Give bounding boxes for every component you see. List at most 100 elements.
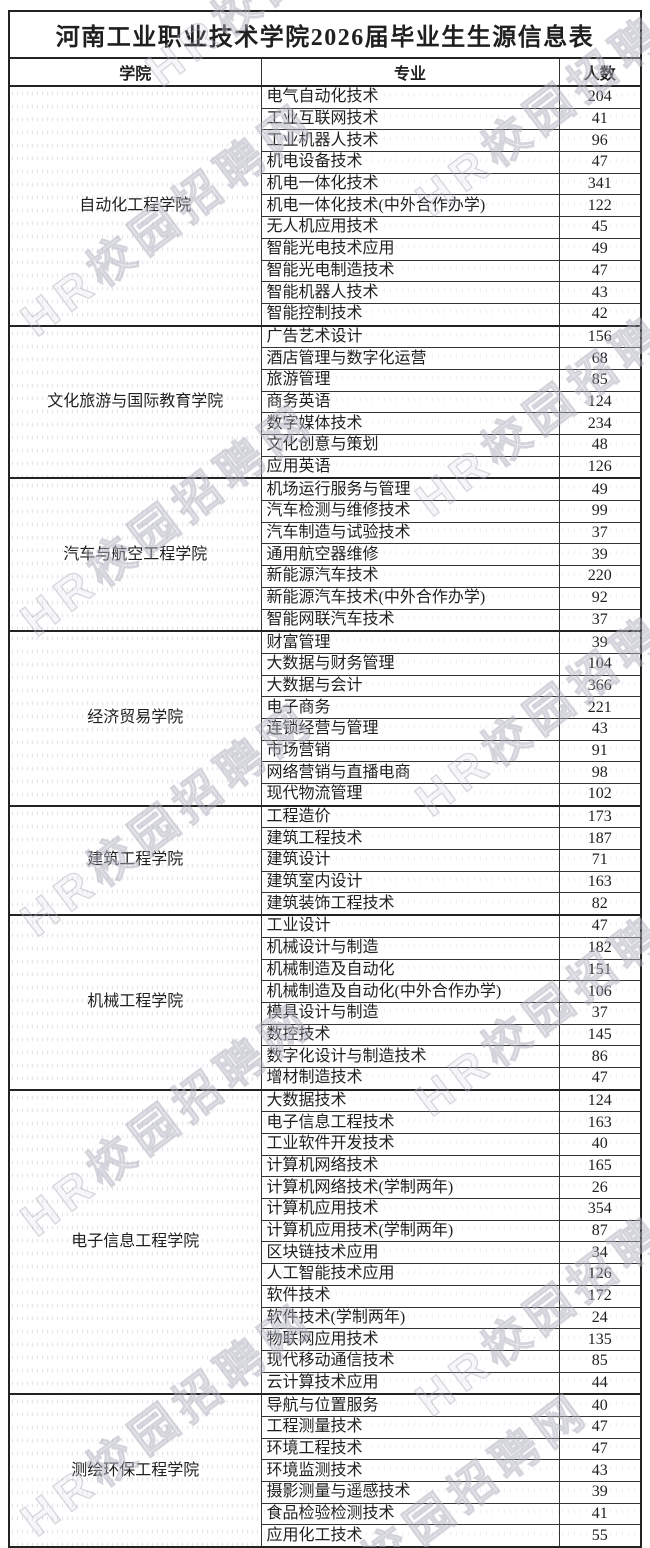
column-header-count: 人数	[558, 57, 642, 87]
major-cell: 计算机应用技术	[260, 1198, 560, 1221]
count-cell: 42	[558, 302, 642, 327]
table-row: 文化旅游与国际教育学院 广告艺术设计 156	[8, 324, 642, 479]
major-cell: 机械制造及自动化(中外合作办学)	[260, 980, 560, 1003]
major-cell: 无人机应用技术	[260, 216, 560, 239]
count-cell: 55	[558, 1524, 642, 1548]
count-cell: 37	[558, 608, 642, 632]
table-row: 环境工程技术 47	[9, 1437, 642, 1461]
major-cell: 增材制造技术	[260, 1066, 560, 1091]
major-cell: 连锁经营与管理	[260, 717, 560, 741]
table-row: 建筑工程学院 工程造价 173	[8, 804, 642, 916]
major-cell: 人工智能技术应用	[260, 1263, 560, 1286]
major-cell: 区块链技术应用	[260, 1241, 560, 1265]
count-cell: 96	[558, 129, 642, 153]
count-cell: 182	[558, 936, 642, 960]
count-cell: 99	[558, 500, 642, 523]
count-cell: 26	[558, 1176, 642, 1200]
table-row: 智能光电制造技术 47	[9, 259, 642, 283]
count-cell: 91	[558, 739, 642, 763]
major-cell: 大数据与会计	[260, 674, 560, 698]
table-row: 新能源汽车技术(中外合作办学) 92	[9, 586, 642, 610]
count-cell: 341	[558, 172, 642, 196]
table-row: 计算机应用技术(学制两年) 87	[9, 1219, 642, 1243]
count-cell: 135	[558, 1328, 642, 1351]
major-cell: 应用化工技术	[260, 1524, 560, 1548]
major-cell: 智能网联汽车技术	[260, 608, 560, 632]
count-cell: 122	[558, 194, 642, 218]
count-cell: 47	[558, 1437, 642, 1461]
major-cell: 机电一体化技术	[260, 172, 560, 196]
major-cell: 应用英语	[260, 455, 560, 479]
major-cell: 电子商务	[260, 696, 560, 719]
major-cell: 汽车检测与维修技术	[260, 500, 560, 523]
count-cell: 41	[558, 1502, 642, 1526]
major-cell: 计算机网络技术	[260, 1154, 560, 1178]
count-cell: 92	[558, 586, 642, 610]
count-cell: 156	[558, 324, 642, 349]
column-header-major: 专业	[260, 57, 560, 87]
count-cell: 41	[558, 107, 642, 131]
major-cell: 工业设计	[260, 914, 560, 938]
count-cell: 39	[558, 1481, 642, 1504]
major-cell: 软件技术	[260, 1284, 560, 1308]
count-cell: 45	[558, 216, 642, 239]
count-cell: 47	[558, 259, 642, 283]
table-row: 测绘环保工程学院 导航与位置服务 40	[8, 1393, 642, 1548]
count-cell: 106	[558, 980, 642, 1003]
table-row: 物联网应用技术 135	[9, 1328, 642, 1351]
college-cell: 电子信息工程学院	[8, 1088, 262, 1395]
table-row: 机械制造及自动化 151	[9, 958, 642, 982]
college-cell: 自动化工程学院	[8, 85, 262, 327]
count-cell: 71	[558, 849, 642, 872]
table-row: 区块链技术应用 34	[9, 1241, 642, 1265]
table-row: 智能机器人技术 43	[9, 281, 642, 304]
table-row: 网络营销与直播电商 98	[9, 761, 642, 784]
table-row: 应用英语 126	[9, 455, 642, 479]
table-row: 数字化设计与制造技术 86	[9, 1045, 642, 1068]
major-cell: 数字化设计与制造技术	[260, 1045, 560, 1068]
count-cell: 47	[558, 1066, 642, 1091]
count-cell: 40	[558, 1393, 642, 1417]
count-cell: 104	[558, 652, 642, 676]
major-cell: 现代物流管理	[260, 782, 560, 807]
major-cell: 智能光电制造技术	[260, 259, 560, 283]
major-cell: 文化创意与策划	[260, 434, 560, 457]
table-row: 工业机器人技术 96	[9, 129, 642, 153]
table-row: 食品检验检测技术 41	[9, 1502, 642, 1526]
table-row: 机电设备技术 47	[9, 151, 642, 174]
count-cell: 354	[558, 1198, 642, 1221]
count-cell: 126	[558, 455, 642, 479]
college-cell: 机械工程学院	[8, 914, 262, 1091]
count-cell: 82	[558, 892, 642, 916]
count-cell: 86	[558, 1045, 642, 1068]
major-cell: 智能机器人技术	[260, 281, 560, 304]
count-cell: 43	[558, 1459, 642, 1482]
major-cell: 模具设计与制造	[260, 1001, 560, 1025]
major-cell: 工业机器人技术	[260, 129, 560, 153]
count-cell: 126	[558, 1263, 642, 1286]
major-cell: 机电设备技术	[260, 151, 560, 174]
table-row: 汽车与航空工程学院 机场运行服务与管理 49	[8, 477, 642, 632]
count-cell: 165	[558, 1154, 642, 1178]
major-cell: 工业互联网技术	[260, 107, 560, 131]
major-cell: 环境工程技术	[260, 1437, 560, 1461]
count-cell: 37	[558, 521, 642, 545]
count-cell: 47	[558, 1415, 642, 1439]
major-cell: 酒店管理与数字化运营	[260, 347, 560, 370]
count-cell: 37	[558, 1001, 642, 1025]
count-cell: 163	[558, 1111, 642, 1134]
major-cell: 导航与位置服务	[260, 1393, 560, 1417]
table-row: 环境监测技术 43	[9, 1459, 642, 1482]
table-row: 机械设计与制造 182	[9, 936, 642, 960]
student-source-table: 河南工业职业技术学院2026届毕业生生源信息表 学院 专业 人数 自动化工程学院…	[8, 10, 643, 1548]
major-cell: 环境监测技术	[260, 1459, 560, 1482]
major-cell: 汽车制造与试验技术	[260, 521, 560, 545]
table-row: 市场营销 91	[9, 739, 642, 763]
count-cell: 145	[558, 1023, 642, 1047]
count-cell: 43	[558, 281, 642, 304]
column-header-college: 学院	[8, 57, 262, 87]
table-row: 智能控制技术 42	[9, 302, 642, 327]
major-cell: 食品检验检测技术	[260, 1502, 560, 1526]
count-cell: 85	[558, 1349, 642, 1373]
college-cell: 文化旅游与国际教育学院	[8, 324, 262, 479]
